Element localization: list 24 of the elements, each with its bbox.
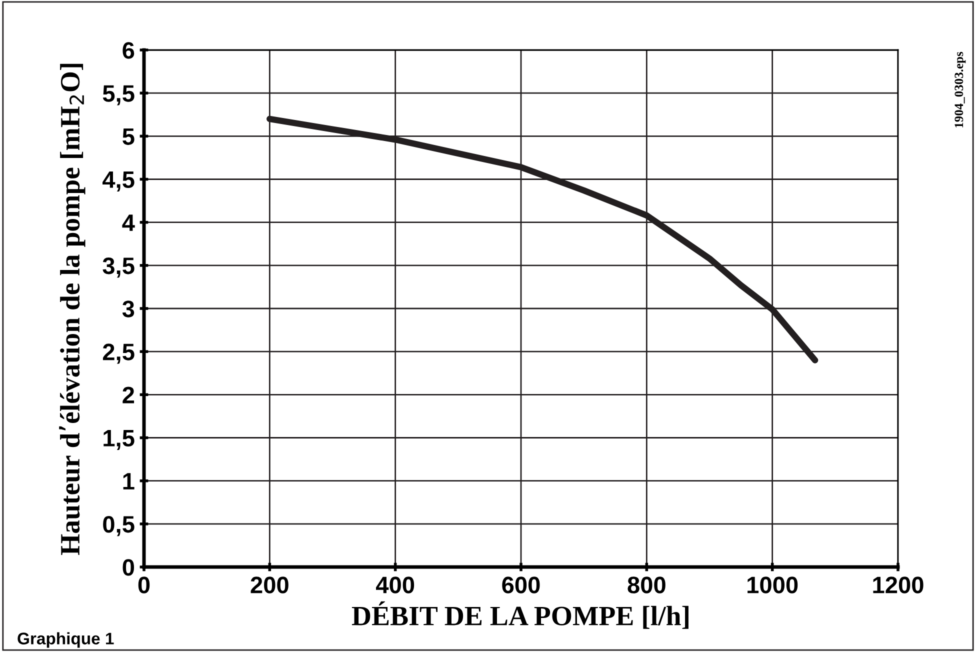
y-tick-label: 5 bbox=[122, 128, 134, 145]
y-tick-label: 5,5 bbox=[102, 85, 134, 106]
x-tick-label: 0 bbox=[138, 576, 150, 594]
x-tick-label: 1200 bbox=[873, 576, 924, 594]
x-axis-title: DÉBIT DE LA POMPE [l/h] bbox=[352, 601, 688, 629]
x-tick-label: 400 bbox=[376, 576, 414, 594]
y-tick-label: 3,5 bbox=[102, 257, 134, 278]
x-tick-label: 1000 bbox=[748, 576, 798, 594]
x-tick-label: 800 bbox=[628, 576, 666, 594]
y-tick-label: 4 bbox=[122, 214, 135, 231]
x-tick-label: 200 bbox=[250, 576, 288, 594]
y-axis-title: Hauteur d’élévation de la pompe [mH$_{2}$O] bbox=[59, 64, 86, 555]
y-tick-label: 0 bbox=[122, 559, 134, 576]
y-tick-label: 6 bbox=[122, 42, 134, 59]
y-tick-label: 3 bbox=[122, 300, 134, 318]
y-tick-label: 0,5 bbox=[103, 516, 134, 536]
y-tick-label: 4,5 bbox=[102, 172, 134, 192]
text: Graphique 1 bbox=[18, 632, 114, 648]
y-tick-label: 1 bbox=[123, 473, 134, 490]
y-tick-label: 2 bbox=[122, 386, 134, 404]
y-tick-label: 2,5 bbox=[102, 344, 134, 364]
text: 1904_0303.eps bbox=[954, 52, 966, 128]
y-tick-label: 1,5 bbox=[104, 430, 134, 450]
x-tick-label: 600 bbox=[502, 576, 540, 594]
